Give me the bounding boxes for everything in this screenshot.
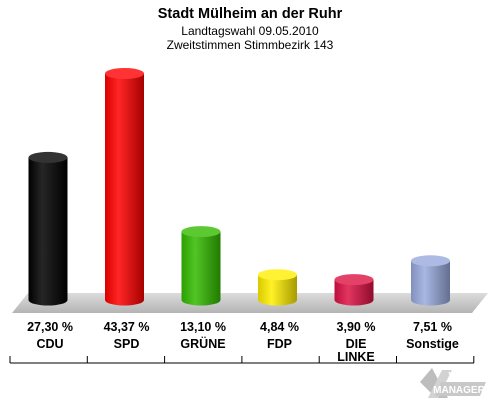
bar-sonstige bbox=[411, 255, 450, 306]
chart-subtitle-date: Landtagswahl 09.05.2010 bbox=[181, 24, 319, 38]
category-ticks bbox=[9, 356, 475, 363]
bar-gr-ne bbox=[181, 226, 221, 306]
value-label-cdu: 27,30 % bbox=[27, 320, 73, 334]
bar-top-gr-ne bbox=[181, 226, 221, 238]
category-label-gr-ne: GRÜNE bbox=[180, 336, 225, 351]
bar-spd bbox=[105, 68, 144, 306]
bar-body-sonstige bbox=[411, 260, 450, 306]
logo-text-vote: VOTE bbox=[448, 371, 476, 382]
category-label-die-linke: DIE LINKE bbox=[337, 337, 375, 364]
value-label-gr-ne: 13,10 % bbox=[180, 320, 226, 334]
bar-body-gr-ne bbox=[181, 231, 221, 306]
category-label-sonstige: Sonstige bbox=[406, 337, 459, 351]
chart-subtitle-district: Zweitstimmen Stimmbezirk 143 bbox=[167, 38, 334, 52]
value-label-spd: 43,37 % bbox=[104, 320, 150, 334]
value-label-die-linke: 3,90 % bbox=[337, 320, 376, 334]
bar-top-sonstige bbox=[411, 255, 450, 267]
bar-top-fdp bbox=[258, 269, 297, 281]
bar-top-die-linke bbox=[334, 274, 374, 286]
category-label-cdu: CDU bbox=[36, 337, 63, 351]
vote-manager-logo: VOTE MANAGER bbox=[420, 368, 486, 398]
category-label-fdp: FDP bbox=[267, 337, 292, 351]
bar-body-spd bbox=[105, 73, 144, 306]
category-label-spd: SPD bbox=[114, 337, 140, 351]
bar-die-linke bbox=[334, 274, 374, 306]
bars-group bbox=[28, 68, 450, 306]
logo-text-manager: MANAGER bbox=[433, 385, 485, 396]
bar-fdp bbox=[258, 269, 297, 306]
bar-body-fdp bbox=[258, 274, 297, 306]
value-label-fdp: 4,84 % bbox=[260, 320, 299, 334]
bar-top-cdu bbox=[28, 151, 68, 163]
labels-group: 27,30 % CDU 43,37 % SPD 13,10 % GRÜNE 4,84 % FD… bbox=[27, 320, 459, 364]
bar-cdu bbox=[28, 151, 68, 306]
bar-body-die-linke bbox=[334, 279, 374, 306]
chart-title: Stadt Mülheim an der Ruhr bbox=[158, 6, 343, 22]
bar-body-cdu bbox=[28, 157, 68, 306]
value-label-sonstige: 7,51 % bbox=[413, 320, 452, 334]
bar-top-spd bbox=[105, 68, 144, 80]
